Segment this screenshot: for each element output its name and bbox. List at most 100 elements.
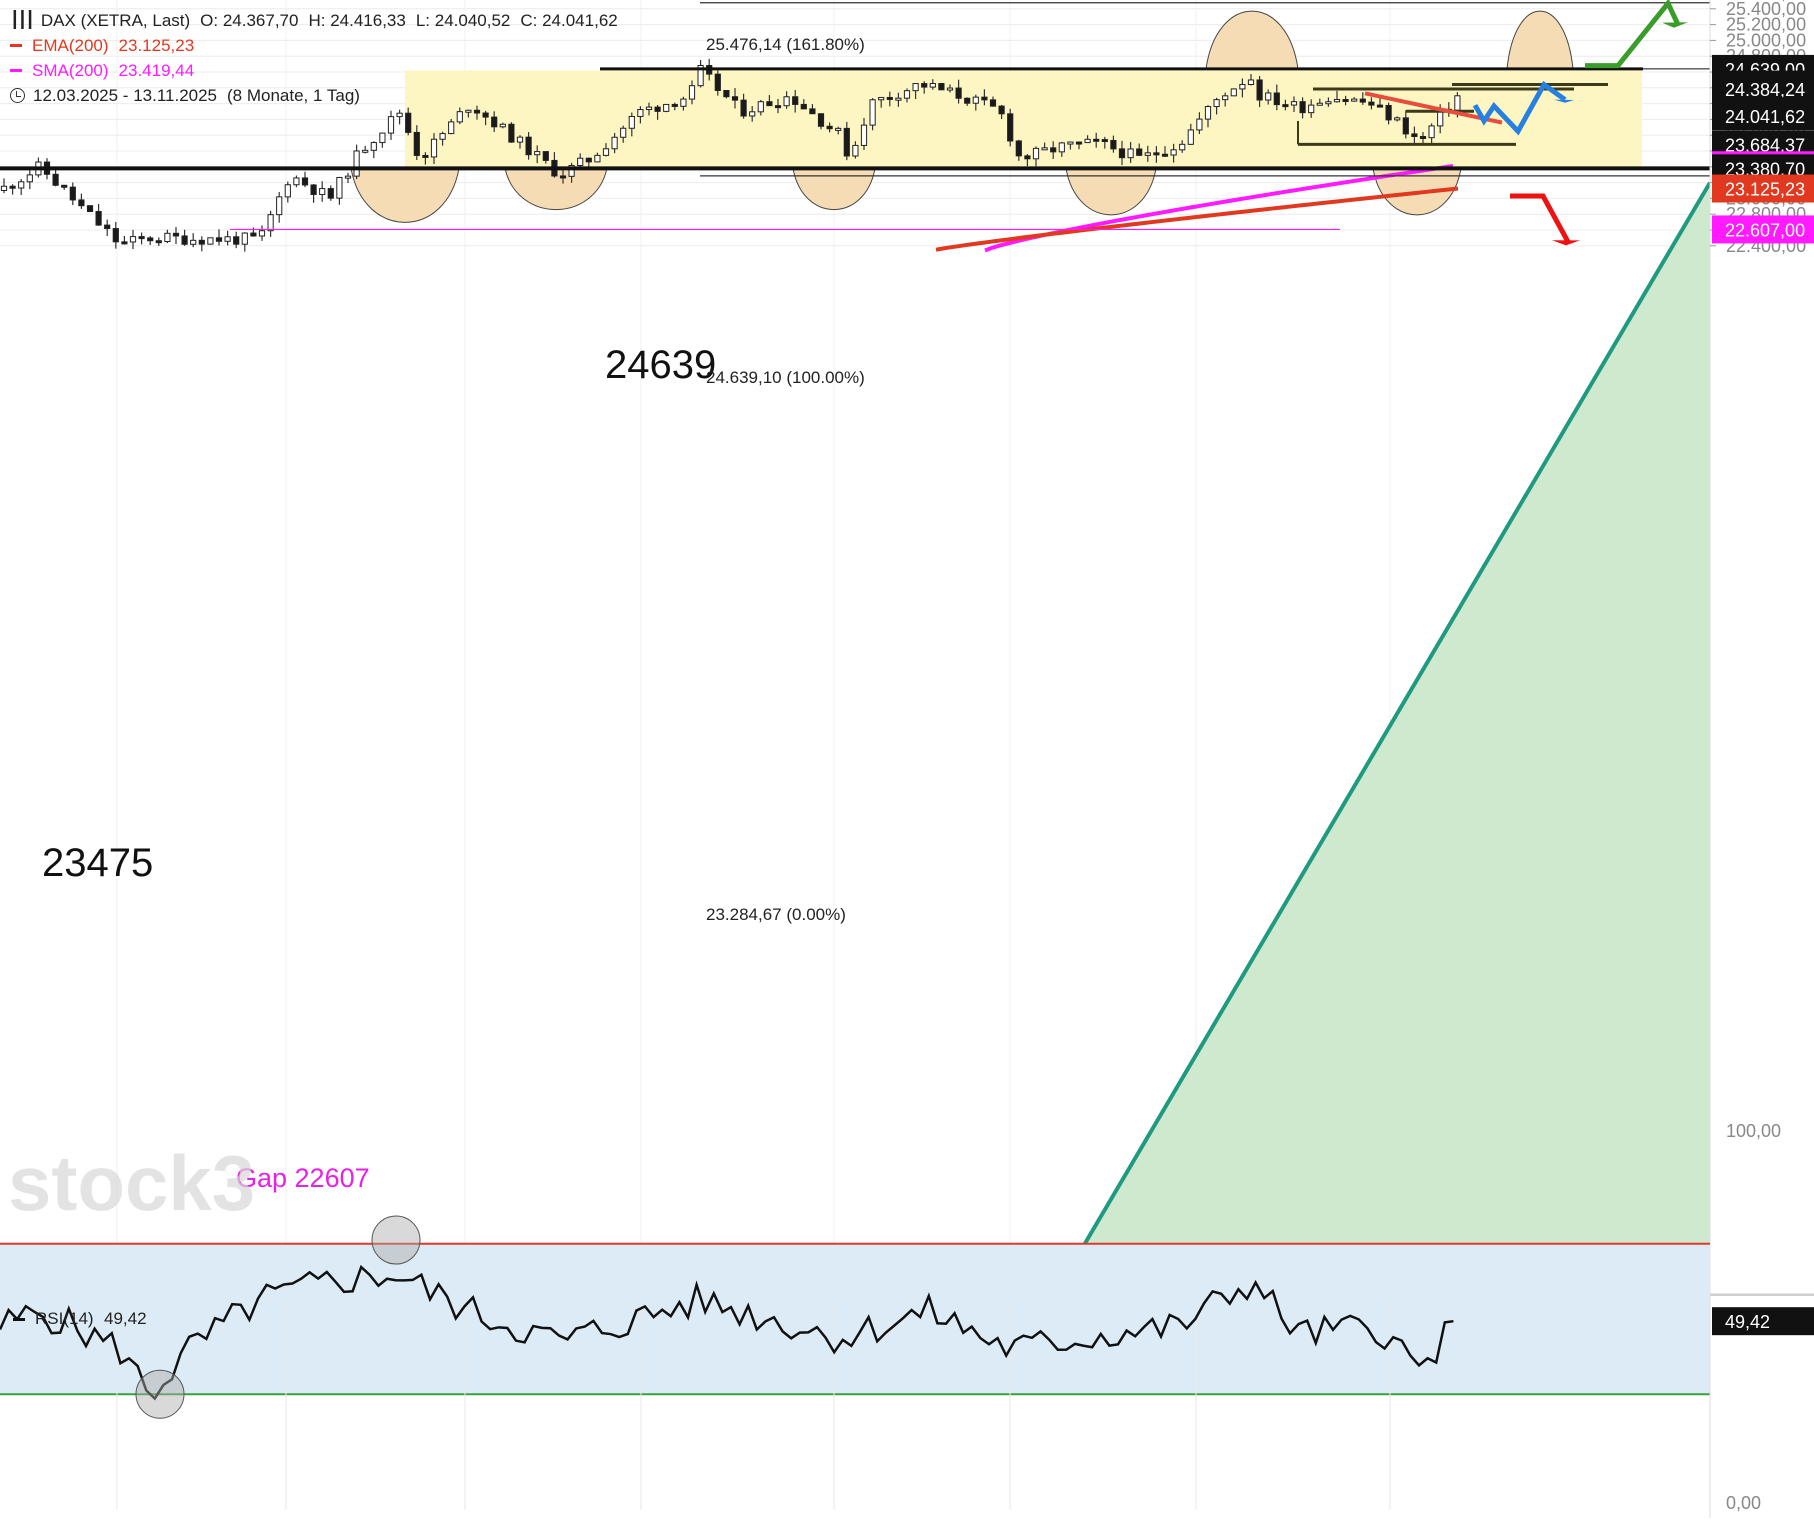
candle-body	[69, 186, 76, 201]
candle-body	[1179, 143, 1186, 151]
candle	[1118, 140, 1126, 166]
candle-body	[912, 83, 919, 92]
legend: ┃┃┃ DAX (XETRA, Last) O: 24.367,70 H: 24…	[10, 8, 618, 108]
candle	[1316, 98, 1323, 106]
candle-body	[1316, 102, 1323, 106]
candle	[1247, 73, 1255, 86]
y-tick-label: 25.400,00	[1726, 0, 1806, 19]
candle	[499, 122, 506, 129]
breakdown-arrow	[1510, 193, 1571, 244]
fib-100-label: 24.639,10 (100.00%)	[706, 368, 865, 387]
candle	[129, 229, 137, 250]
candle	[852, 141, 859, 159]
candle	[792, 89, 799, 113]
candle	[1024, 154, 1031, 167]
candle	[198, 236, 205, 252]
candle	[301, 171, 309, 188]
candle	[1127, 141, 1134, 163]
candle	[387, 110, 395, 140]
price-tag-label: 23.125,23	[1725, 180, 1805, 200]
candle	[1032, 146, 1040, 167]
candle-body	[731, 96, 739, 101]
candle	[1101, 136, 1108, 149]
legend-ema-value: 23.125,23	[118, 36, 195, 55]
rsi-swatch	[13, 1318, 25, 1321]
candle-body	[387, 116, 395, 134]
candle-body	[190, 239, 197, 245]
candle	[1230, 88, 1237, 97]
top-level-label: 24639	[605, 343, 716, 387]
candle-body	[1161, 153, 1169, 157]
candle-body	[26, 174, 33, 183]
candle-body	[1050, 147, 1057, 153]
candle	[1084, 135, 1091, 144]
rsi-oversold-marker	[135, 1369, 185, 1419]
candle	[258, 225, 266, 241]
candle-body	[1118, 148, 1126, 159]
legend-ohlc-row: ┃┃┃ DAX (XETRA, Last) O: 24.367,70 H: 24…	[10, 8, 618, 33]
candle-body	[1454, 95, 1461, 111]
candle-body	[405, 112, 412, 133]
candle-body	[886, 96, 893, 100]
candle	[1299, 97, 1306, 119]
price-tag	[1712, 215, 1814, 244]
candle-body	[1308, 104, 1315, 114]
candle	[577, 153, 584, 169]
candle	[112, 221, 119, 249]
candle	[473, 105, 481, 120]
candle	[757, 99, 764, 116]
candle	[1428, 123, 1435, 144]
candle	[1196, 112, 1203, 134]
candle-body	[1333, 98, 1341, 103]
candle-body	[757, 101, 764, 113]
projection-wave	[1472, 80, 1567, 136]
candle	[319, 181, 326, 202]
candle	[1290, 96, 1298, 112]
candle-body	[740, 99, 747, 117]
candle	[1153, 146, 1160, 163]
candle-body	[78, 199, 85, 207]
candle	[1110, 135, 1117, 153]
candle	[121, 236, 128, 245]
candle-body	[1428, 125, 1435, 139]
y-tick-label: 25.600,00	[1726, 0, 1806, 3]
range-box	[405, 70, 1642, 169]
candle	[1239, 78, 1246, 98]
candle-body	[921, 83, 928, 88]
candle-body	[233, 236, 240, 245]
candle-body	[611, 136, 618, 150]
sma-color-swatch	[10, 69, 22, 72]
rsi-price-tag	[1712, 1307, 1814, 1336]
price-tag-label: 23.380,70	[1725, 159, 1805, 179]
candle-body	[637, 109, 644, 117]
candle-body	[430, 138, 438, 158]
candle	[95, 203, 102, 226]
candle	[620, 125, 627, 143]
candle-body	[1196, 118, 1203, 131]
candle	[731, 88, 739, 109]
bottom-level-label: 23475	[42, 841, 153, 885]
candle	[671, 102, 678, 111]
candle-body	[1419, 136, 1427, 140]
candle-body	[508, 123, 515, 143]
candle-body	[353, 150, 360, 177]
candle	[86, 205, 94, 213]
candle-body	[1170, 149, 1177, 156]
candle	[1325, 97, 1332, 107]
price-tag-label: 22.607,00	[1725, 220, 1805, 240]
legend-close: C: 24.041,62	[520, 11, 618, 30]
ema200-line	[935, 186, 1459, 252]
clock-icon	[10, 88, 25, 103]
candle	[310, 184, 317, 203]
candle-body	[344, 175, 352, 179]
candle-body	[0, 185, 8, 192]
candle	[1050, 141, 1057, 159]
candle	[783, 91, 790, 109]
candle	[233, 231, 240, 249]
candle-body	[1187, 129, 1194, 145]
candle	[1333, 90, 1341, 103]
candle-type-icon: ┃┃┃	[10, 12, 35, 29]
candle-body	[1368, 101, 1375, 106]
candle	[680, 96, 687, 111]
